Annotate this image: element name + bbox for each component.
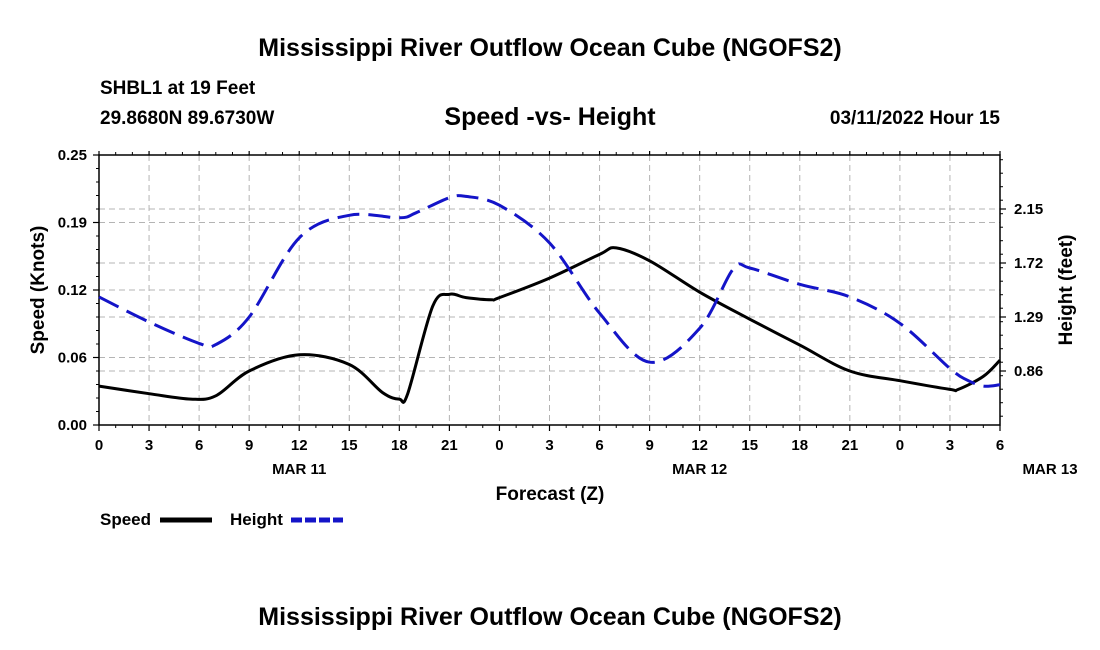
ticks [93, 151, 1006, 431]
x-tick-label: 21 [841, 437, 858, 454]
grid [99, 155, 1000, 425]
y2-axis-label: Height (feet) [1056, 235, 1077, 346]
x-day-label: MAR 11 [272, 461, 326, 478]
x-tick-label: 0 [95, 437, 103, 454]
x-tick-label: 12 [291, 437, 308, 454]
x-tick-label: 0 [495, 437, 503, 454]
plot-title: Speed -vs- Height [444, 103, 656, 131]
x-tick-label: 18 [791, 437, 808, 454]
y2-tick-label: 0.86 [1014, 363, 1043, 380]
y2-tick-label: 2.15 [1014, 201, 1043, 218]
x-tick-label: 18 [391, 437, 408, 454]
y-tick-label: 0.06 [58, 350, 87, 367]
position-label: 29.8680N 89.6730W [100, 108, 274, 129]
series-speed-line [98, 246, 1002, 404]
x-tick-label: 6 [595, 437, 603, 454]
y-tick-label: 0.25 [58, 147, 87, 164]
x-tick-label: 0 [896, 437, 904, 454]
y2-tick-label: 1.72 [1014, 255, 1043, 272]
x-tick-label: 9 [645, 437, 653, 454]
legend-speed-label: Speed [100, 510, 151, 529]
y-axis-label: Speed (Knots) [28, 226, 49, 355]
x-tick-label: 3 [946, 437, 954, 454]
y2-tick-label: 1.29 [1014, 309, 1043, 326]
y-tick-label: 0.12 [58, 282, 87, 299]
x-tick-label: 6 [996, 437, 1004, 454]
x-tick-label: 15 [341, 437, 358, 454]
x-tick-label: 3 [545, 437, 553, 454]
tick-labels: 0 3 6 9 12 15 18 21 0 3 6 9 12 15 18 21 0 3 6 MAR 11 MAR 12 M… [58, 147, 1078, 478]
chart-title: Mississippi River Outflow Ocean Cube (NG… [258, 34, 841, 62]
footer-title: Mississippi River Outflow Ocean Cube (NG… [258, 603, 841, 631]
legend-height-label: Height [230, 510, 283, 529]
x-tick-label: 9 [245, 437, 253, 454]
x-axis-label: Forecast (Z) [496, 484, 605, 505]
x-day-label: MAR 13 [1023, 461, 1078, 478]
datetime-label: 03/11/2022 Hour 15 [830, 108, 1000, 129]
x-tick-label: 15 [741, 437, 758, 454]
station-label: SHBL1 at 19 Feet [100, 78, 256, 99]
x-tick-label: 21 [441, 437, 458, 454]
y-tick-label: 0.19 [58, 215, 87, 232]
x-tick-label: 12 [691, 437, 708, 454]
x-tick-label: 3 [145, 437, 153, 454]
series-height-line [98, 194, 1001, 388]
y-tick-label: 0.00 [58, 417, 87, 434]
x-tick-label: 6 [195, 437, 203, 454]
series [98, 194, 1002, 404]
x-day-label: MAR 12 [672, 461, 727, 478]
